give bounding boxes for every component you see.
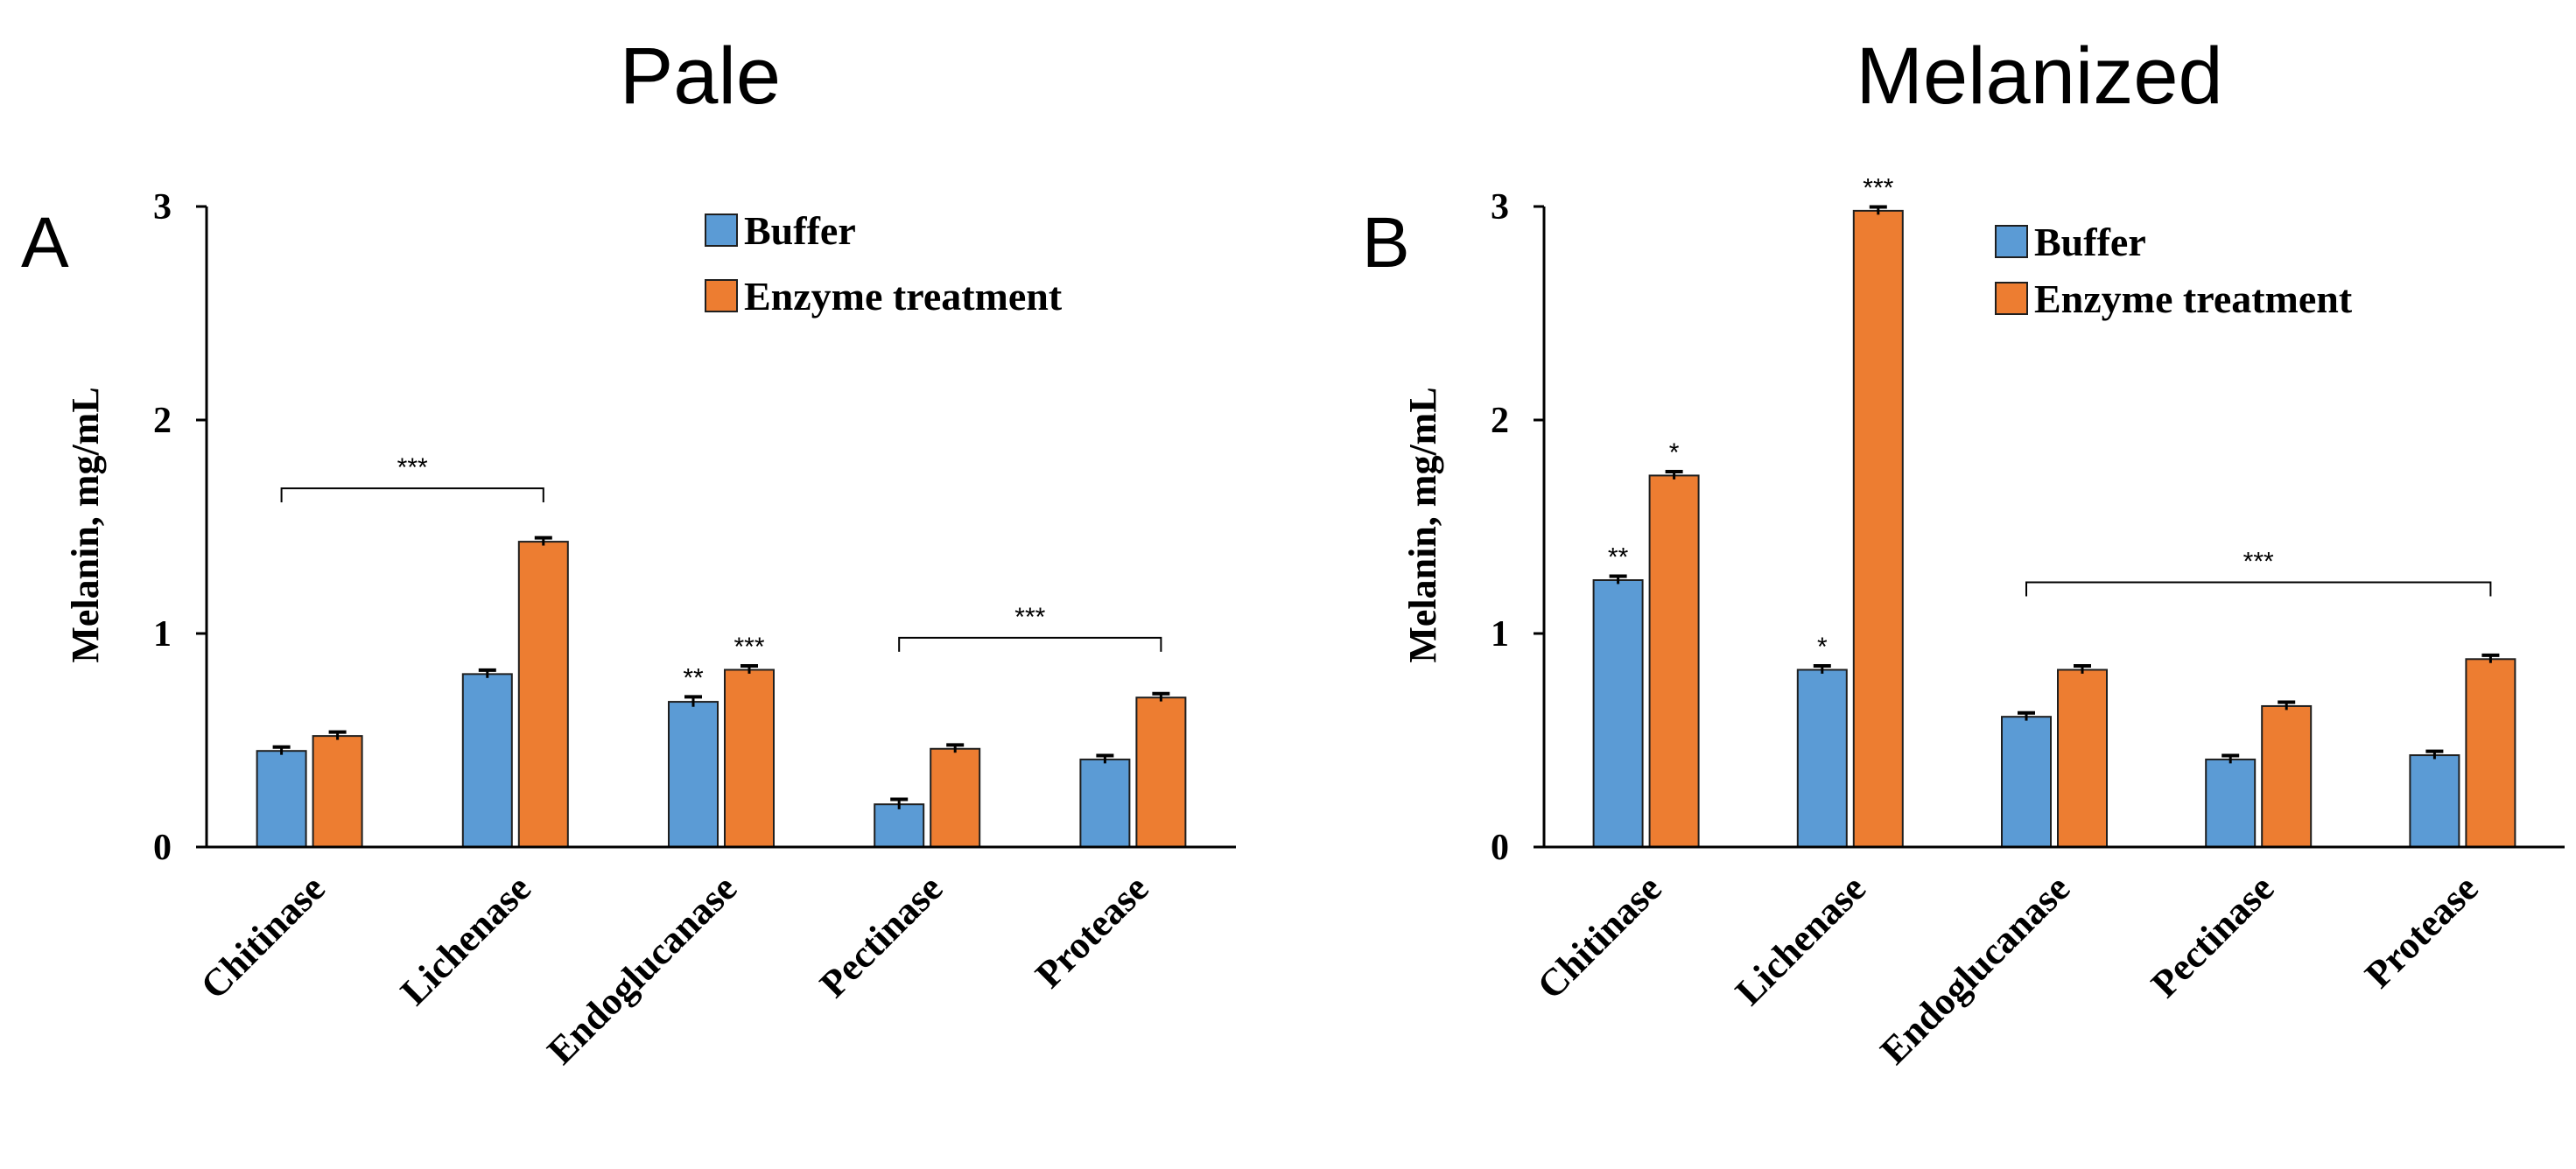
category-label: Lichenase — [392, 866, 539, 1013]
category-label: Pectinase — [2143, 866, 2282, 1005]
bar-enzyme — [930, 747, 981, 849]
category-label: Chitinase — [193, 866, 333, 1007]
category-label: Protease — [2356, 866, 2486, 996]
bar-buffer — [1796, 668, 1848, 848]
bar-enzyme — [2261, 704, 2313, 849]
y-tick-label: 0 — [1491, 828, 1509, 868]
legend-label-enzyme: Enzyme treatment — [2034, 276, 2353, 321]
legend-label-buffer: Buffer — [2034, 220, 2146, 264]
bar-buffer — [1592, 579, 1644, 848]
y-tick-label: 1 — [1491, 614, 1509, 654]
plot-area: *********** — [196, 205, 1236, 849]
panel-pale: Pale A Melanin, mg/mL 0 1 2 3 **********… — [21, 32, 1236, 1073]
y-tick-label: 3 — [1491, 187, 1509, 228]
bar-enzyme — [517, 541, 569, 849]
y-axis-label: Melanin, mg/mL — [1401, 387, 1444, 662]
bar-buffer — [874, 803, 925, 849]
panel-letter: A — [21, 203, 69, 283]
panel-melanized: Melanized B Melanin, mg/mL 0 1 2 3 *****… — [1362, 32, 2565, 1073]
significance-bracket — [2025, 581, 2492, 597]
legend-label-buffer: Buffer — [744, 208, 856, 253]
bar-enzyme — [2465, 658, 2516, 849]
significance-mark: *** — [1863, 173, 1893, 202]
bar-buffer — [461, 673, 513, 848]
category-label: Protease — [1027, 866, 1156, 996]
y-tick-labels: 0 1 2 3 — [1491, 187, 1509, 868]
category-label: Lichenase — [1727, 866, 1874, 1013]
significance-mark: *** — [733, 633, 764, 662]
panel-letter: B — [1362, 203, 1410, 283]
bracket-label: *** — [2243, 547, 2274, 576]
category-labels: Chitinase Lichenase Endoglucanase Pectin… — [193, 866, 1157, 1072]
bar-enzyme — [2057, 668, 2108, 848]
category-label: Endoglucanase — [539, 866, 745, 1072]
significance-mark: * — [1669, 438, 1680, 467]
significance-mark: * — [1817, 633, 1828, 662]
y-axis-label: Melanin, mg/mL — [64, 387, 107, 662]
bar-enzyme — [1852, 209, 1904, 848]
bar-buffer — [2205, 758, 2257, 849]
bar-buffer — [1079, 758, 1131, 849]
legend-label-enzyme: Enzyme treatment — [744, 274, 1063, 318]
significance-bracket — [280, 487, 544, 503]
y-tick-label: 2 — [153, 401, 172, 441]
bar-buffer — [2001, 716, 2052, 848]
legend-swatch-enzyme — [705, 279, 738, 312]
significance-bracket — [898, 636, 1162, 652]
y-tick-labels: 0 1 2 3 — [153, 187, 172, 868]
plot-area: ********** — [1534, 173, 2565, 849]
category-labels: Chitinase Lichenase Endoglucanase Pectin… — [1529, 866, 2487, 1072]
y-tick-label: 2 — [1491, 401, 1509, 441]
category-label: Pectinase — [811, 866, 951, 1005]
bar-buffer — [668, 701, 719, 849]
significance-mark: ** — [683, 663, 704, 692]
y-tick-label: 3 — [153, 187, 172, 228]
bar-enzyme — [724, 668, 775, 848]
legend-swatch-enzyme — [1995, 282, 2028, 315]
legend: Buffer Enzyme treatment — [1995, 220, 2353, 321]
category-label: Endoglucanase — [1872, 866, 2078, 1072]
bar-enzyme — [312, 735, 363, 848]
category-label: Chitinase — [1529, 866, 1670, 1007]
bar-buffer — [2409, 754, 2460, 849]
significance-mark: ** — [1608, 543, 1629, 572]
bracket-label: *** — [1014, 603, 1045, 632]
panel-title: Melanized — [1856, 32, 2222, 121]
bar-buffer — [256, 750, 307, 849]
bar-enzyme — [1648, 474, 1700, 848]
bracket-label: *** — [397, 453, 428, 482]
y-tick-label: 1 — [153, 614, 172, 654]
legend-swatch-buffer — [1995, 225, 2028, 258]
bar-enzyme — [1135, 696, 1187, 849]
legend: Buffer Enzyme treatment — [705, 208, 1063, 318]
legend-swatch-buffer — [705, 214, 738, 247]
panel-title: Pale — [620, 32, 781, 121]
y-tick-label: 0 — [153, 828, 172, 868]
